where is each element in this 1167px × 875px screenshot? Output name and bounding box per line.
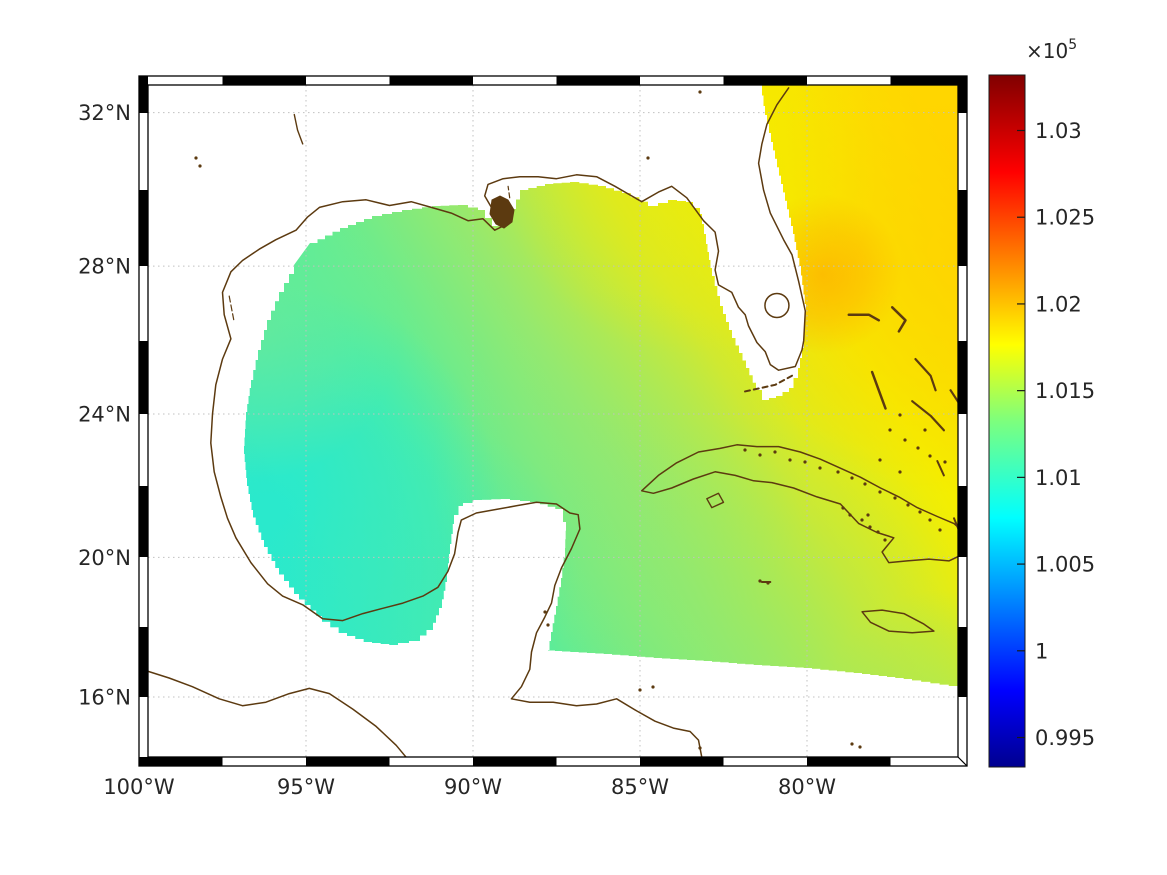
- island-dot: [863, 482, 867, 486]
- colorbar-tick-label: 1.03: [1035, 119, 1082, 143]
- island-dot: [850, 476, 854, 480]
- coast-pacific-coastline: [148, 670, 407, 757]
- island-dot: [878, 490, 882, 494]
- island-dot: [651, 685, 655, 689]
- island-dot: [646, 156, 650, 160]
- island-dot: [893, 496, 897, 500]
- island-dot: [766, 581, 770, 585]
- multiplier-prefix: ×10: [1026, 39, 1068, 63]
- island-dot: [788, 458, 792, 462]
- island-dot: [883, 538, 887, 542]
- y-tick-label: 16°N: [78, 686, 131, 710]
- colorbar: 1.03 1.025 1.02 1.015 1.01 1.005 1 0.995 ×105: [988, 37, 1095, 768]
- island-dot: [928, 454, 932, 458]
- x-tick-label: 80°W: [778, 775, 836, 799]
- island-dot: [858, 745, 862, 749]
- exuma-coastline: [911, 400, 945, 432]
- island-dot: [758, 453, 762, 457]
- island-dot: [943, 460, 947, 464]
- colorbar-tick-label: 1.01: [1035, 466, 1082, 490]
- x-tick-label: 95°W: [277, 775, 335, 799]
- cuba-coastline: [640, 444, 958, 564]
- island-dot: [906, 503, 910, 507]
- island-dot: [841, 506, 845, 510]
- inagua-coastline: [953, 517, 958, 531]
- island-dot: [898, 470, 902, 474]
- island-dot: [638, 688, 642, 692]
- jamaica-coastline: [861, 609, 935, 634]
- colorbar-tick-label: 1: [1035, 639, 1048, 663]
- abaco-coastline: [890, 306, 907, 333]
- island-dot: [928, 518, 932, 522]
- andros-coastline: [870, 370, 887, 410]
- field-blob: [244, 85, 958, 686]
- island-dot: [918, 510, 922, 514]
- x-tick-labels: 100°W 95°W 90°W 85°W 80°W: [103, 775, 836, 799]
- island-dot: [546, 623, 550, 627]
- x-tick-label: 90°W: [444, 775, 502, 799]
- eleuthera-coastline: [914, 358, 937, 392]
- island-dot: [743, 448, 747, 452]
- island-dot: [803, 460, 807, 464]
- island-dot: [878, 458, 882, 462]
- island-dot: [868, 525, 872, 529]
- island-dot: [860, 518, 864, 522]
- island-dot: [850, 742, 854, 746]
- multiplier-exponent: 5: [1068, 37, 1077, 53]
- colorbar-tick-label: 1.015: [1035, 379, 1095, 403]
- barrier-texas-coastline: [228, 295, 235, 323]
- colorbar-gradient: [988, 74, 1026, 768]
- island-dot: [836, 470, 840, 474]
- island-dot: [903, 438, 907, 442]
- colorbar-tick-label: 1.025: [1035, 206, 1095, 230]
- x-tick-label: 100°W: [103, 775, 175, 799]
- isla-juventud-coastline: [706, 492, 725, 509]
- lake-okeechobee: [764, 292, 790, 319]
- coast-us-gulf-centam-coastline: [210, 87, 807, 757]
- y-tick-label: 28°N: [78, 255, 131, 279]
- island-dot: [916, 446, 920, 450]
- island-dot: [698, 90, 702, 94]
- map-field: [244, 85, 958, 686]
- island-dot: [876, 530, 880, 534]
- island-dot: [758, 579, 762, 583]
- island-dot: [888, 428, 892, 432]
- grand-bahama-coastline: [847, 313, 881, 322]
- island-dot: [543, 610, 547, 614]
- x-tick-label: 85°W: [611, 775, 669, 799]
- graticule: [148, 85, 958, 757]
- y-tick-label: 20°N: [78, 546, 131, 570]
- island-dot: [923, 428, 927, 432]
- florida-keys-coastline: [740, 374, 793, 394]
- y-tick-labels: 32°N 28°N 24°N 20°N 16°N: [78, 101, 131, 709]
- y-tick-label: 32°N: [78, 101, 131, 125]
- island-dot: [898, 413, 902, 417]
- barrier-chandeleur-coastline: [507, 185, 511, 199]
- colorbar-tick-label: 0.995: [1035, 726, 1095, 750]
- colorbar-tick-label: 1.02: [1035, 292, 1082, 316]
- island-dot: [866, 513, 870, 517]
- island-dot: [818, 466, 822, 470]
- island-dot: [938, 528, 942, 532]
- map-frame: [138, 75, 968, 767]
- island-dot: [194, 156, 198, 160]
- toledo-bend-coastline: [293, 113, 304, 145]
- island-dot: [773, 450, 777, 454]
- colorbar-tick-label: 1.005: [1035, 553, 1095, 577]
- island-dot: [198, 164, 202, 168]
- island-dot: [848, 513, 852, 517]
- colorbar-multiplier: ×105: [1026, 37, 1077, 63]
- mississippi-delta: [489, 195, 515, 229]
- y-tick-label: 24°N: [78, 402, 131, 426]
- island-dot: [698, 746, 702, 750]
- ragged-island-coastline: [936, 460, 945, 477]
- coastlines: [148, 87, 958, 757]
